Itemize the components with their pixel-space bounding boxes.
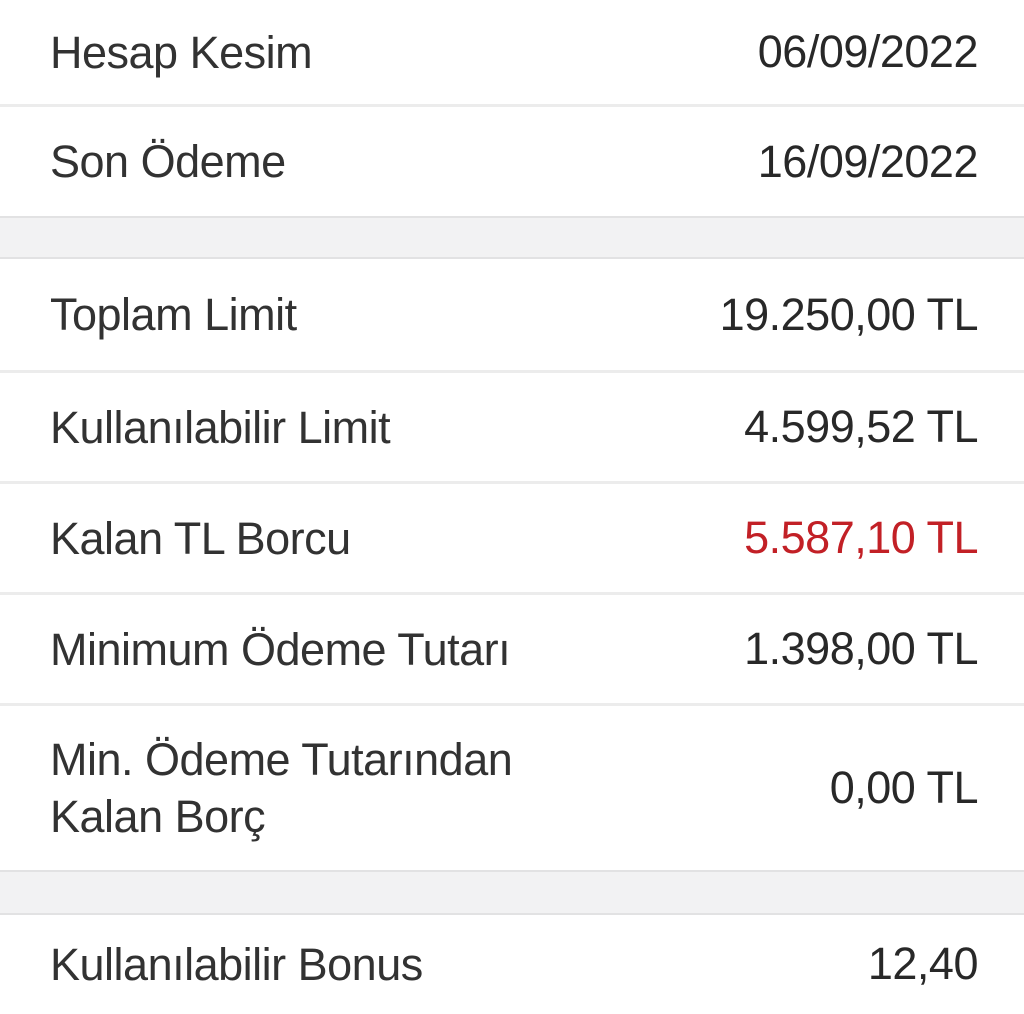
row-label: Toplam Limit bbox=[50, 289, 297, 340]
row-value: 06/09/2022 bbox=[757, 26, 979, 77]
limits-section: Toplam Limit 19.250,00 TL Kullanılabilir… bbox=[0, 259, 1024, 870]
row-value: 0,00 TL bbox=[829, 762, 979, 813]
row-label: Kalan TL Borcu bbox=[50, 512, 351, 564]
row-value: 4.599,52 TL bbox=[744, 401, 978, 452]
bonus-section: Kullanılabilir Bonus 12,40 bbox=[0, 915, 1024, 1013]
row-value: 19.250,00 TL bbox=[719, 288, 979, 340]
row-label: Hesap Kesim bbox=[50, 26, 313, 78]
row-value: 12,40 bbox=[867, 938, 979, 989]
row-label: Minimum Ödeme Tutarı bbox=[50, 623, 511, 675]
row-son-odeme: Son Ödeme 16/09/2022 bbox=[0, 104, 1024, 216]
section-divider-band bbox=[0, 216, 1024, 259]
row-label: Kullanılabilir Limit bbox=[50, 401, 391, 453]
row-value: 16/09/2022 bbox=[757, 135, 979, 187]
row-toplam-limit: Toplam Limit 19.250,00 TL bbox=[0, 259, 1024, 370]
row-value-debt: 5.587,10 TL bbox=[744, 512, 978, 563]
row-value: 1.398,00 TL bbox=[744, 623, 978, 674]
row-label: Kullanılabilir Bonus bbox=[50, 938, 423, 990]
row-minimum-odeme-tutari: Minimum Ödeme Tutarı 1.398,00 TL bbox=[0, 592, 1024, 703]
row-kullanilabilir-limit: Kullanılabilir Limit 4.599,52 TL bbox=[0, 370, 1024, 481]
section-divider-band bbox=[0, 870, 1024, 915]
statement-dates-section: Hesap Kesim 06/09/2022 Son Ödeme 16/09/2… bbox=[0, 0, 1024, 216]
row-kalan-tl-borcu: Kalan TL Borcu 5.587,10 TL bbox=[0, 481, 1024, 592]
row-label: Min. Ödeme Tutarından Kalan Borç bbox=[50, 734, 513, 842]
row-label: Son Ödeme bbox=[50, 136, 286, 187]
row-min-odeme-tutarindan-kalan-borc: Min. Ödeme Tutarından Kalan Borç 0,00 TL bbox=[0, 703, 1024, 870]
row-kullanilabilir-bonus: Kullanılabilir Bonus 12,40 bbox=[0, 915, 1024, 1013]
row-hesap-kesim: Hesap Kesim 06/09/2022 bbox=[0, 0, 1024, 104]
